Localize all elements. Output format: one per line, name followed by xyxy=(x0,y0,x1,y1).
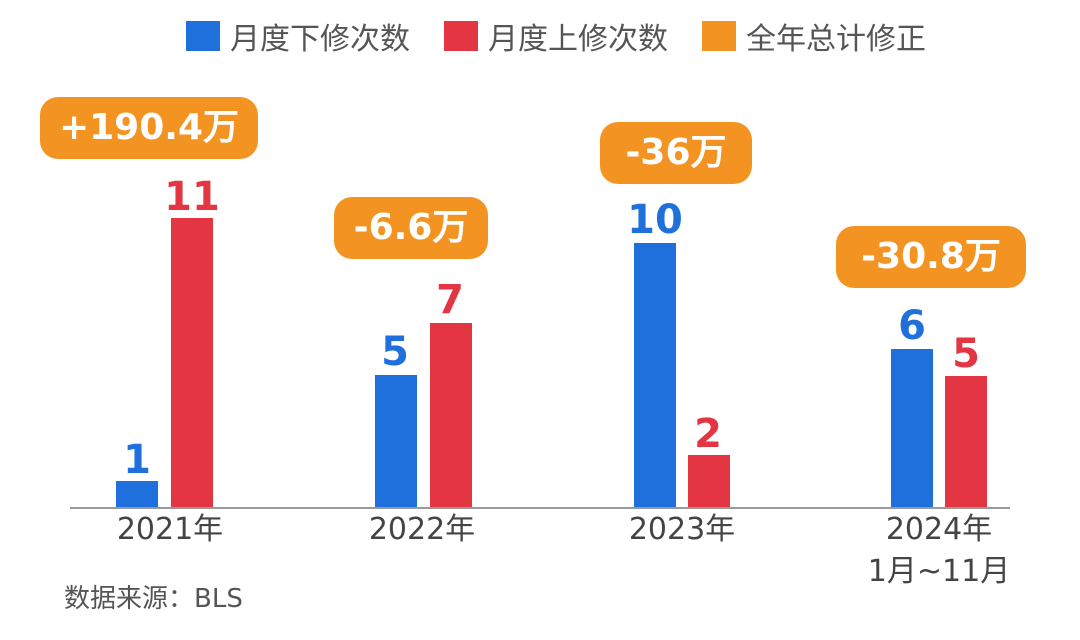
legend-label: 全年总计修正 xyxy=(746,22,926,57)
data-source-note: 数据来源：BLS xyxy=(64,584,243,614)
x-axis-sublabel: 1月~11月 xyxy=(867,554,1011,589)
legend-swatch-blue-icon xyxy=(186,21,220,51)
x-axis-line xyxy=(70,507,1010,509)
up-count-label: 2 xyxy=(694,411,722,457)
bar-down xyxy=(116,481,158,507)
legend-label: 月度上修次数 xyxy=(488,22,668,57)
x-axis-label: 2023年 xyxy=(628,512,736,547)
x-axis-label: 2021年 xyxy=(116,512,224,547)
bar-up xyxy=(171,218,213,507)
legend-swatch-orange-icon xyxy=(702,21,736,51)
bar-down xyxy=(891,349,933,507)
up-count-label: 5 xyxy=(952,331,980,377)
legend-item-down: 月度下修次数 xyxy=(186,14,410,58)
chart-legend: 月度下修次数 月度上修次数 全年总计修正 xyxy=(186,14,926,58)
x-axis-label: 2022年 xyxy=(368,512,476,547)
bar-up xyxy=(945,376,987,507)
bar-up xyxy=(430,323,472,507)
total-revision-badge: -30.8万 xyxy=(836,226,1026,288)
legend-label: 月度下修次数 xyxy=(230,22,410,57)
total-revision-badge: -36万 xyxy=(600,122,752,184)
total-revision-badge: -6.6万 xyxy=(334,197,488,259)
down-count-label: 6 xyxy=(898,303,926,349)
legend-item-total: 全年总计修正 xyxy=(702,14,926,58)
bar-down xyxy=(634,243,676,507)
down-count-label: 10 xyxy=(627,197,683,243)
legend-swatch-red-icon xyxy=(444,21,478,51)
bar-down xyxy=(375,375,417,507)
bar-up xyxy=(688,455,730,507)
total-revision-badge: +190.4万 xyxy=(40,97,258,159)
up-count-label: 7 xyxy=(436,277,464,323)
up-count-label: 11 xyxy=(164,174,220,220)
down-count-label: 1 xyxy=(123,437,151,483)
legend-item-up: 月度上修次数 xyxy=(444,14,668,58)
x-axis-label: 2024年 xyxy=(885,512,993,547)
down-count-label: 5 xyxy=(381,329,409,375)
